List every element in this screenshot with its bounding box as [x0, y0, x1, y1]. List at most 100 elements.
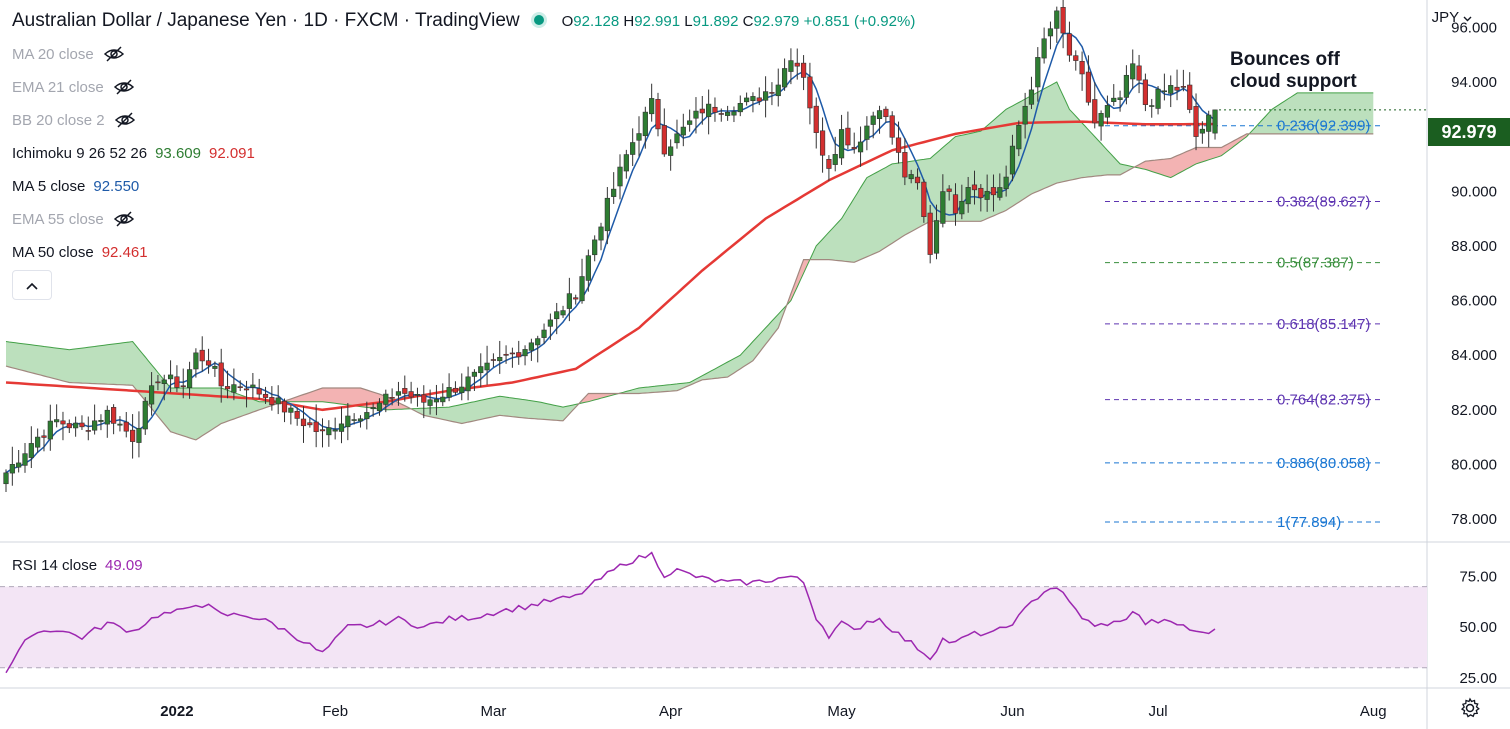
candle	[851, 132, 857, 154]
candle-body-up	[1054, 10, 1060, 29]
candle	[136, 411, 142, 458]
candle-body-down	[130, 429, 136, 442]
candle-body-down	[307, 422, 313, 426]
candle-body-up	[541, 329, 547, 338]
time-tick-label: Mar	[480, 703, 506, 720]
hidden-eye-icon[interactable]	[113, 79, 134, 100]
legend-ma5[interactable]: MA 5 close 92.550	[12, 178, 140, 195]
candle	[876, 105, 883, 134]
hidden-eye-icon[interactable]	[103, 46, 124, 67]
candle-body-up	[250, 384, 256, 388]
candle-body-down	[60, 420, 66, 425]
candle-body-down	[573, 297, 579, 300]
candle	[1098, 110, 1104, 141]
candle	[167, 360, 174, 393]
candle-body-up	[1117, 97, 1123, 100]
price-tick-label: 88.000	[1451, 238, 1497, 255]
candle	[54, 404, 60, 428]
candle-body-up	[579, 276, 585, 302]
fib-level-label: 0.236(92.399)	[1277, 118, 1370, 135]
symbol-title[interactable]: Australian Dollar / Japanese Yen · 1D · …	[12, 10, 520, 31]
candle-body-up	[326, 427, 332, 436]
price-tick-label: 86.000	[1451, 293, 1497, 310]
fibonacci-retracement: 0.236(92.399) 0.382(89.627) 0.5(87.387) 0.6…	[1105, 118, 1380, 531]
candle	[750, 92, 756, 113]
legend-ma20[interactable]: MA 20 close	[12, 46, 124, 67]
candle-body-up	[731, 111, 737, 116]
legend-bb20[interactable]: BB 20 close 2	[12, 112, 135, 133]
candle	[1079, 51, 1085, 91]
settings-gear-icon[interactable]	[1459, 697, 1481, 724]
legend-rsi[interactable]: RSI 14 close 49.09	[12, 557, 143, 574]
candle	[364, 401, 370, 430]
candle	[237, 380, 243, 392]
candle	[617, 154, 623, 200]
candle	[946, 185, 952, 201]
time-tick-label: Jul	[1148, 703, 1167, 720]
candle-body-up	[345, 415, 351, 428]
candle-body-up	[1155, 88, 1161, 109]
candle-body-down	[699, 108, 705, 114]
candle-body-down	[66, 423, 72, 429]
candle	[117, 416, 123, 432]
candle	[687, 109, 693, 132]
candle-body-down	[218, 362, 224, 387]
candle-body-up	[649, 98, 655, 115]
candle	[1193, 93, 1199, 151]
candle	[180, 368, 186, 399]
fib-level-label: 0.618(85.147)	[1277, 316, 1370, 333]
candle-body-up	[427, 399, 433, 406]
candle-body-up	[212, 366, 218, 369]
price-tick-label: 84.000	[1451, 347, 1497, 364]
candle-body-down	[807, 76, 813, 109]
rsi-pane: 75.00 50.00 25.00	[0, 551, 1497, 687]
candle-body-up	[167, 374, 174, 380]
legend-ema55[interactable]: EMA 55 close	[12, 211, 134, 232]
candle	[256, 378, 262, 400]
legend-ema21[interactable]: EMA 21 close	[12, 79, 134, 100]
candle	[1117, 90, 1123, 112]
legend-ichimoku[interactable]: Ichimoku 9 26 52 26 93.609 92.091	[12, 145, 255, 162]
candle	[376, 398, 383, 416]
candle-body-down	[243, 388, 250, 391]
candle	[92, 404, 98, 435]
candle-body-up	[781, 68, 788, 88]
candle-body-up	[1098, 113, 1104, 127]
hidden-eye-icon[interactable]	[113, 211, 134, 232]
collapse-legend-button[interactable]	[12, 270, 52, 300]
candle	[155, 374, 161, 391]
candle	[402, 375, 408, 402]
candle-body-up	[1022, 105, 1028, 125]
candle-body-down	[978, 187, 984, 198]
legend-ma50[interactable]: MA 50 close 92.461	[12, 244, 148, 261]
candle-body-up	[351, 419, 357, 421]
candle	[440, 383, 446, 407]
candle-body-up	[1168, 85, 1174, 94]
currency-selector[interactable]: JPY	[1432, 9, 1472, 26]
candle-body-down	[712, 106, 718, 113]
candle	[845, 111, 851, 150]
price-tick-label: 82.000	[1451, 402, 1497, 419]
candle	[699, 95, 705, 125]
candle	[35, 428, 41, 453]
candle	[528, 338, 534, 361]
candle	[1066, 21, 1073, 62]
candle	[1206, 110, 1212, 148]
candle	[566, 277, 572, 322]
time-tick-label: Jun	[1000, 703, 1024, 720]
candle	[1187, 72, 1193, 114]
candle-body-down	[1066, 33, 1073, 56]
candle	[459, 373, 465, 401]
candle-body-up	[440, 396, 446, 403]
candle	[28, 426, 34, 469]
candle	[452, 381, 459, 396]
candle-body-up	[1161, 90, 1167, 93]
candle-body-down	[41, 435, 47, 438]
candle-body-down	[883, 108, 889, 118]
candle-body-down	[845, 127, 851, 146]
hidden-eye-icon[interactable]	[114, 112, 135, 133]
candle	[889, 111, 895, 145]
candle-body-up	[1047, 28, 1054, 37]
candle	[490, 353, 497, 368]
